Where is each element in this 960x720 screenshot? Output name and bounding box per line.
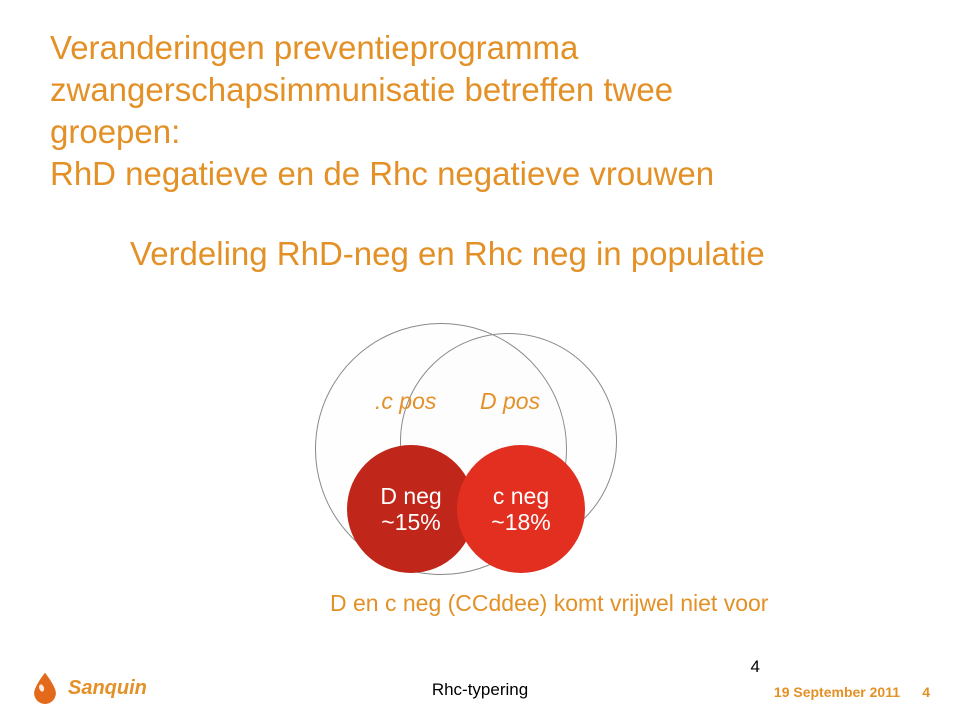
footer-date: 19 September 2011	[774, 684, 900, 700]
subtitle: Verdeling RhD-neg en Rhc neg in populati…	[130, 235, 765, 273]
title-line-3: groepen:	[50, 112, 180, 152]
c-neg-circle: c neg ~18%	[457, 445, 585, 573]
c-pos-label: .c pos	[375, 388, 436, 415]
d-pos-label: D pos	[480, 388, 540, 415]
slide: { "title": { "line1": "Veranderingen pre…	[0, 0, 960, 720]
title-line-1: Veranderingen preventieprogramma	[50, 28, 578, 68]
c-neg-label: c neg	[493, 483, 549, 509]
d-neg-circle: D neg ~15%	[347, 445, 475, 573]
title-line-2: zwangerschapsimmunisatie betreffen twee	[50, 70, 673, 110]
caption: D en c neg (CCddee) komt vrijwel niet vo…	[330, 590, 768, 617]
footer-rightnum: 4	[922, 684, 930, 700]
c-neg-pct: ~18%	[491, 509, 550, 535]
d-neg-label: D neg	[380, 483, 441, 509]
d-neg-pct: ~15%	[381, 509, 440, 535]
title-line-4: RhD negatieve en de Rhc negatieve vrouwe…	[50, 154, 714, 194]
footer-pagenum: 4	[751, 657, 760, 677]
venn-diagram: .c pos D pos D neg ~15% c neg ~18%	[295, 318, 630, 568]
